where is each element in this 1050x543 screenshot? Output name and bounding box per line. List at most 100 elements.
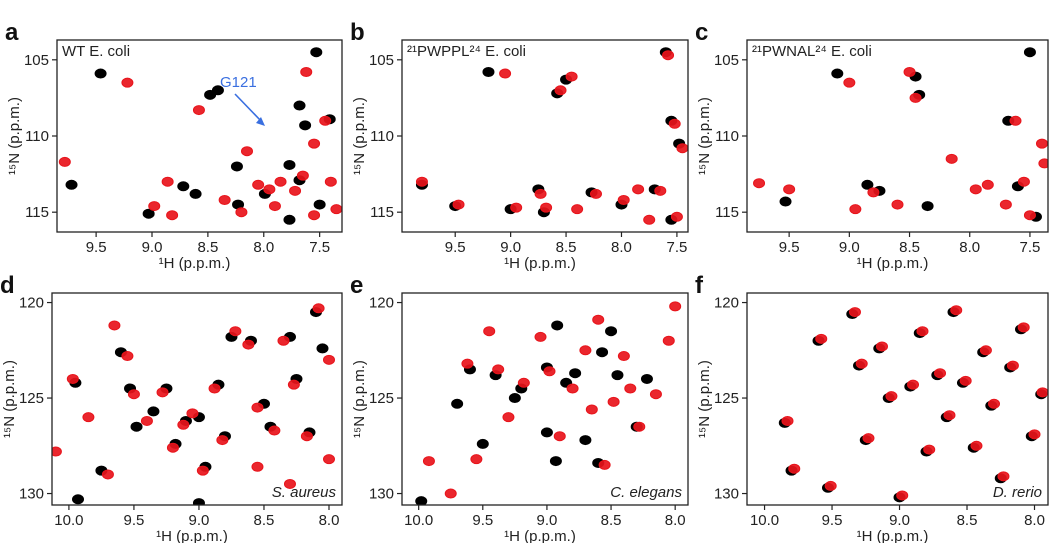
peak bbox=[566, 383, 579, 394]
x-axis-label: ¹H (p.p.m.) bbox=[159, 255, 231, 272]
peak bbox=[909, 92, 922, 103]
x-tick-label: 10.0 bbox=[750, 512, 779, 529]
peak bbox=[300, 67, 313, 77]
peak bbox=[843, 77, 856, 88]
peak bbox=[617, 195, 630, 205]
peaks bbox=[415, 47, 688, 225]
peak bbox=[999, 199, 1012, 210]
peak bbox=[229, 326, 242, 337]
peak bbox=[596, 347, 609, 358]
peak bbox=[997, 471, 1010, 482]
peak bbox=[415, 496, 428, 505]
panel-title: WT E. coli bbox=[62, 43, 130, 60]
peak bbox=[189, 188, 202, 199]
panel-label: e bbox=[350, 272, 363, 299]
peak bbox=[571, 204, 584, 215]
peak bbox=[230, 161, 243, 172]
peak bbox=[988, 398, 1001, 409]
y-tick-label: 130 bbox=[19, 486, 44, 503]
panel-label: a bbox=[5, 19, 19, 46]
peak bbox=[156, 387, 169, 398]
y-tick-label: 130 bbox=[369, 486, 394, 503]
peak bbox=[65, 179, 78, 190]
x-tick-label: 8.0 bbox=[959, 239, 980, 256]
peak bbox=[108, 320, 121, 331]
y-tick-label: 125 bbox=[714, 390, 739, 407]
x-tick-label: 10.0 bbox=[54, 512, 83, 529]
peak bbox=[101, 469, 114, 480]
peak bbox=[624, 383, 637, 394]
peak bbox=[166, 210, 179, 221]
peak bbox=[1017, 322, 1030, 333]
peak bbox=[268, 201, 281, 212]
panel: 9.5 9.0 8.5 8.0 7.5 105 110 115 ¹H (p.p.m.) ¹⁵N (… bbox=[5, 19, 343, 272]
peak bbox=[553, 431, 566, 442]
peak bbox=[287, 379, 300, 390]
peak bbox=[633, 421, 646, 432]
x-tick-label: 9.0 bbox=[189, 512, 210, 529]
peak bbox=[310, 47, 323, 58]
peak bbox=[72, 494, 85, 505]
peak bbox=[643, 214, 656, 225]
peak bbox=[543, 366, 556, 377]
peak bbox=[934, 368, 947, 379]
peak bbox=[662, 50, 675, 61]
peak bbox=[308, 138, 321, 149]
peak bbox=[849, 204, 862, 215]
x-tick-label: 8.5 bbox=[254, 512, 275, 529]
peak bbox=[251, 402, 264, 413]
x-tick-label: 8.0 bbox=[253, 239, 274, 256]
peak bbox=[415, 176, 428, 187]
peak bbox=[58, 156, 71, 167]
panel: 10.0 9.5 9.0 8.5 8.0 120 125 130 ¹H (p.p.m.) ¹⁵N … bbox=[695, 272, 1049, 543]
peak bbox=[322, 354, 335, 365]
peak bbox=[551, 320, 564, 331]
plot-frame bbox=[51, 292, 343, 506]
x-tick-label: 9.5 bbox=[123, 512, 144, 529]
peak bbox=[312, 303, 325, 314]
peak bbox=[127, 389, 140, 400]
x-tick-label: 9.5 bbox=[445, 239, 466, 256]
peak bbox=[669, 301, 682, 312]
peak bbox=[781, 415, 794, 426]
x-axis-label: ¹H (p.p.m.) bbox=[504, 255, 576, 272]
peak bbox=[142, 208, 155, 219]
peak bbox=[186, 408, 199, 419]
x-tick-label: 7.5 bbox=[309, 239, 330, 256]
peak bbox=[640, 373, 653, 384]
peak bbox=[242, 339, 255, 350]
peak bbox=[94, 68, 107, 79]
x-tick-label: 9.0 bbox=[500, 239, 521, 256]
peaks bbox=[415, 301, 682, 505]
peak bbox=[192, 105, 205, 116]
peak bbox=[540, 427, 553, 438]
peak bbox=[252, 179, 265, 190]
peak bbox=[549, 456, 562, 467]
x-tick-label: 8.5 bbox=[556, 239, 577, 256]
panel-title: C. elegans bbox=[610, 484, 682, 501]
peak bbox=[907, 379, 920, 390]
peak bbox=[470, 454, 483, 465]
peak bbox=[540, 202, 553, 213]
panel-label: f bbox=[695, 272, 704, 299]
y-tick-label: 105 bbox=[714, 52, 739, 69]
peak bbox=[52, 446, 62, 457]
peak bbox=[211, 85, 224, 96]
peak bbox=[1036, 387, 1048, 398]
panel-title: ²¹PWPPL²⁴ E. coli bbox=[407, 43, 526, 60]
peak bbox=[300, 431, 313, 442]
peak bbox=[1038, 158, 1048, 169]
x-tick-label: 9.0 bbox=[536, 512, 557, 529]
peak bbox=[1023, 47, 1036, 58]
peak bbox=[753, 178, 766, 189]
peak bbox=[482, 67, 495, 77]
peak bbox=[319, 115, 332, 126]
y-tick-label: 105 bbox=[24, 52, 49, 69]
peak bbox=[981, 179, 994, 190]
peak bbox=[235, 207, 248, 218]
peaks bbox=[753, 47, 1048, 222]
peak bbox=[196, 465, 209, 476]
panel-label: c bbox=[695, 19, 708, 46]
peak bbox=[121, 351, 134, 362]
peak bbox=[815, 333, 828, 344]
